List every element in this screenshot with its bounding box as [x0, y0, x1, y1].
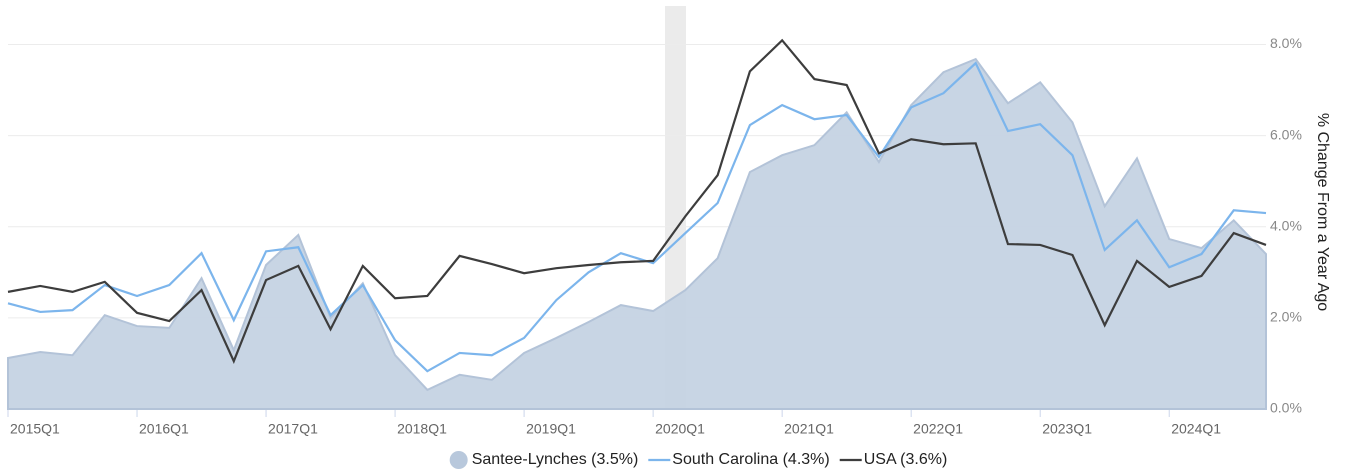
area	[7, 57, 1267, 410]
x-tick-label: 2019Q1	[526, 421, 576, 437]
x-tick-label: 2016Q1	[139, 421, 189, 437]
y-tick-label: 6.0%	[1270, 126, 1302, 142]
legend: Santee-Lynches (3.5%) South Carolina (4.3…	[449, 451, 948, 469]
line	[7, 61, 1267, 373]
legend-label: South Carolina (4.3%)	[672, 451, 829, 468]
line	[7, 38, 1267, 364]
x-tick-label: 2018Q1	[397, 421, 447, 437]
x-tick-label: 2024Q1	[1171, 421, 1221, 437]
y-tick-label: 2.0%	[1270, 309, 1302, 325]
x-tick-label: 2023Q1	[1042, 421, 1092, 437]
legend-label: Santee-Lynches (3.5%)	[472, 451, 639, 468]
y-tick-label: 4.0%	[1270, 217, 1302, 233]
x-tick-label: 2022Q1	[913, 421, 963, 437]
legend-label: USA (3.6%)	[864, 451, 948, 468]
y-tick-label: 8.0%	[1270, 35, 1302, 51]
y-tick-label: 0.0%	[1270, 400, 1302, 416]
x-tick-label: 2015Q1	[10, 421, 60, 437]
x-tick-label: 2021Q1	[784, 421, 834, 437]
x-tick-label: 2017Q1	[268, 421, 318, 437]
legend-swatch	[449, 451, 468, 469]
x-tick-label: 2020Q1	[655, 421, 705, 437]
y-axis-label: % Change From a Year Ago	[1314, 113, 1331, 311]
